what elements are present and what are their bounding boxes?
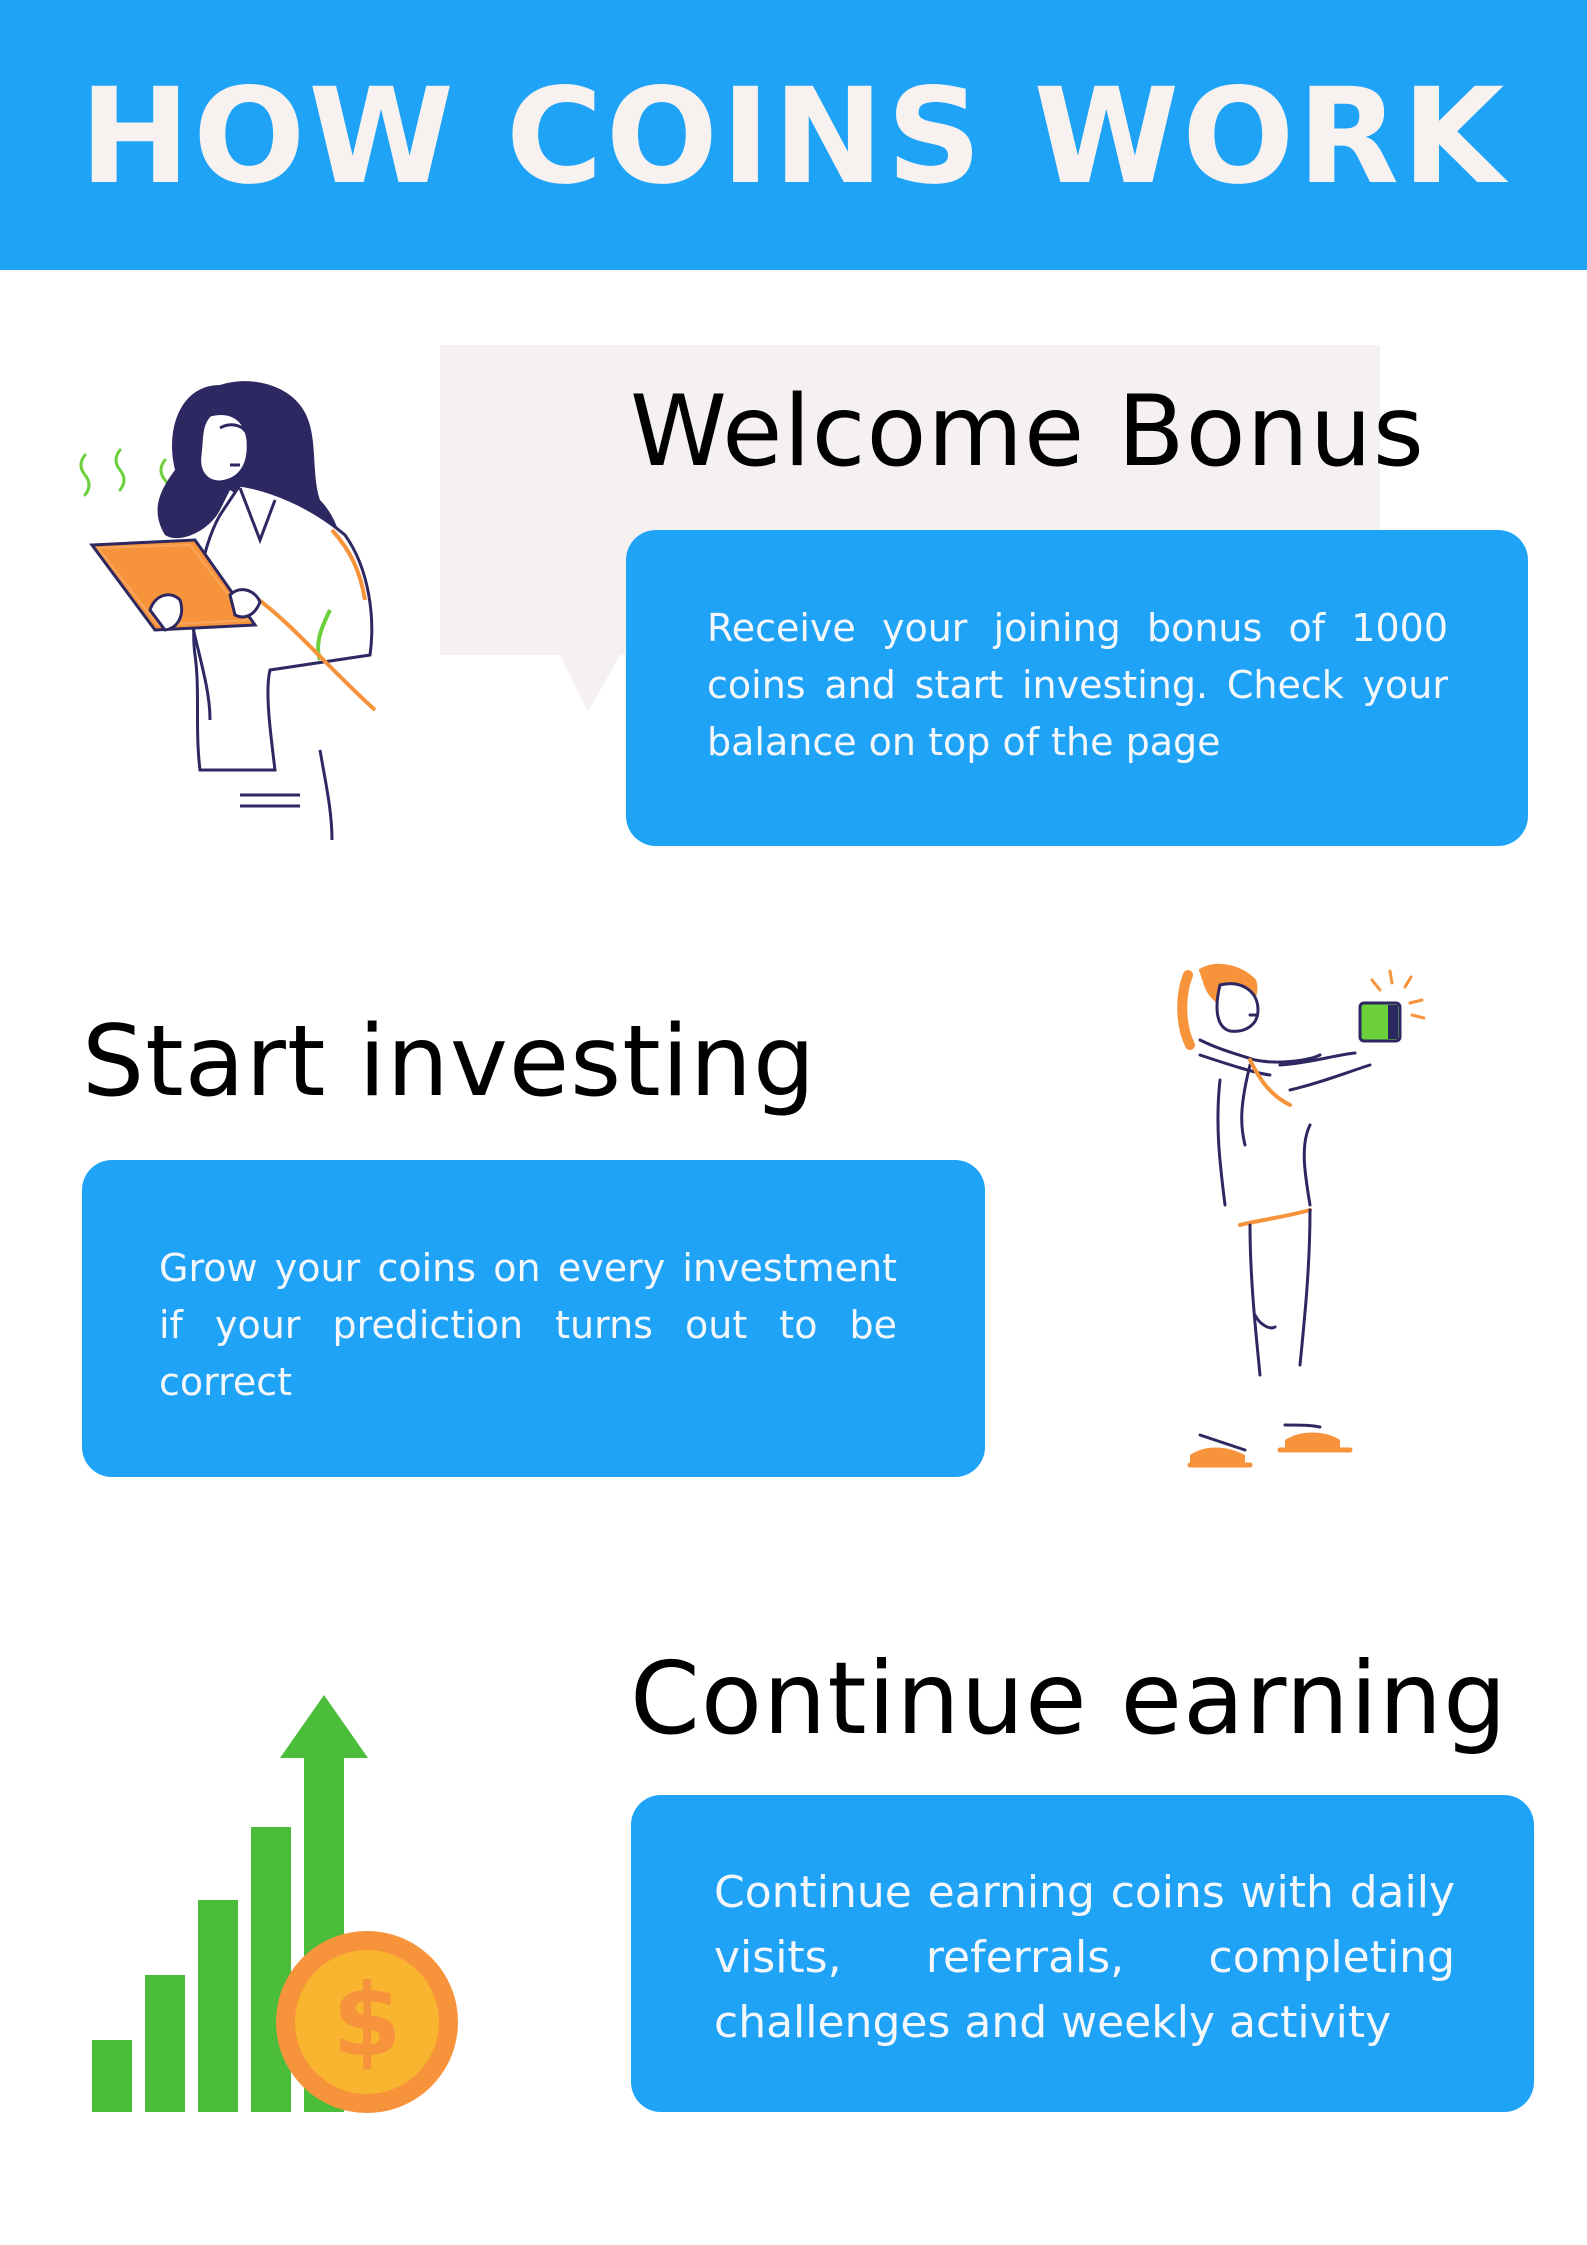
start-investing-description: Grow your coins on every investment if y… (159, 1246, 897, 1404)
woman-with-tablet-illustration (79, 381, 377, 841)
section-title-start-investing: Start investing (82, 1005, 817, 1119)
growth-chart-with-dollar-coin-illustration: $ (92, 1695, 458, 2113)
growth-bar-1 (92, 2040, 132, 2112)
continue-earning-description: Continue earning coins with daily visits… (714, 1867, 1455, 2048)
page-title: HOW COINS WORK (79, 60, 1508, 214)
header-banner: HOW COINS WORK (0, 0, 1587, 270)
dollar-coin-icon: $ (276, 1931, 458, 2113)
growth-bar-3 (198, 1900, 238, 2112)
section-title-welcome-bonus: Welcome Bonus (630, 375, 1425, 489)
start-investing-card: Grow your coins on every investment if y… (82, 1160, 985, 1477)
growth-bar-4 (251, 1827, 291, 2112)
welcome-bonus-description: Receive your joining bonus of 1000 coins… (707, 606, 1448, 764)
growth-arrow-head (280, 1695, 368, 1758)
svg-text:$: $ (332, 1962, 402, 2079)
continue-earning-card: Continue earning coins with daily visits… (631, 1795, 1534, 2112)
growth-bar-2 (145, 1975, 185, 2112)
section-title-continue-earning: Continue earning (630, 1640, 1508, 1757)
welcome-bonus-card: Receive your joining bonus of 1000 coins… (626, 530, 1528, 846)
woman-holding-wallet-illustration (1177, 963, 1426, 1468)
